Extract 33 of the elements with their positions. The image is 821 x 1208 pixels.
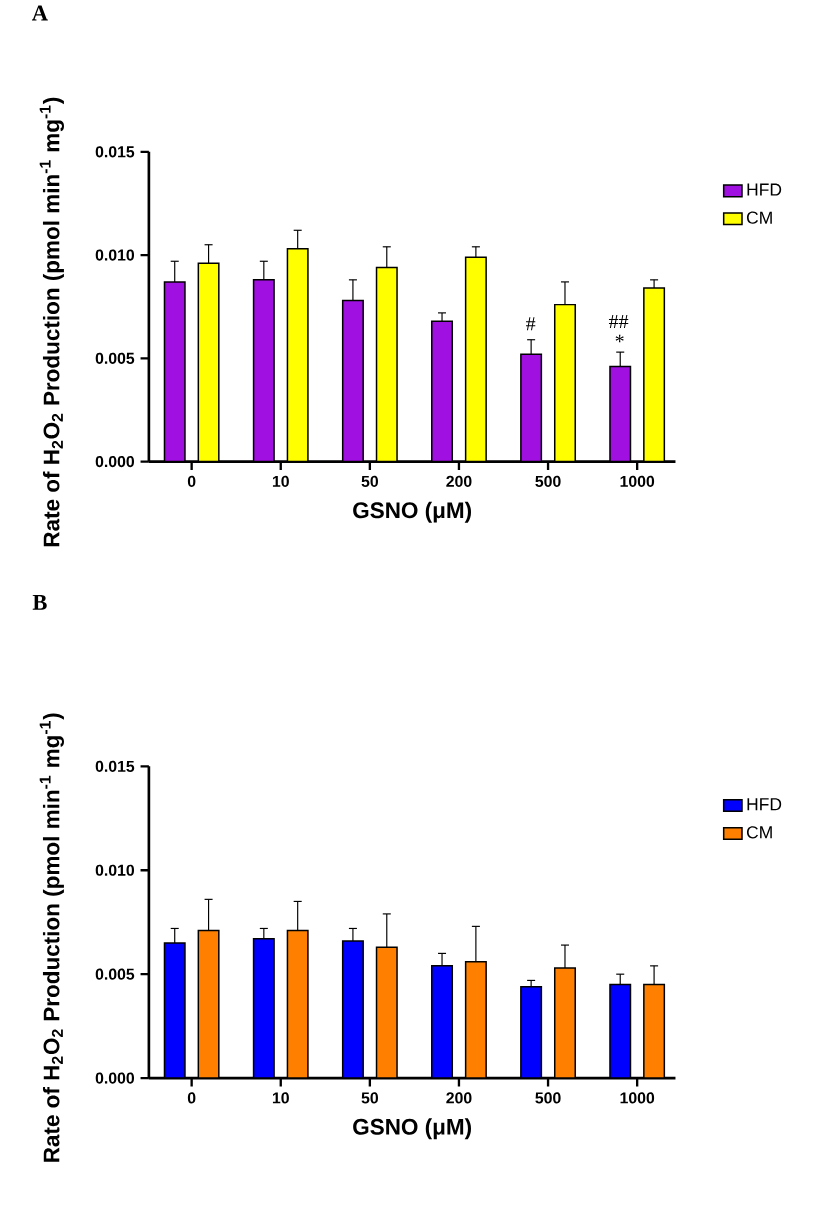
legend-label: CM (746, 211, 772, 224)
y-tick-label: 0.000 (95, 455, 134, 468)
x-tick-label: 1000 (620, 475, 654, 487)
legend-label: HFD (747, 183, 781, 196)
legend-label: CM (746, 826, 772, 839)
y-tick-label: 0.005 (95, 968, 135, 980)
y-tick-label: 0.010 (95, 864, 134, 876)
y-tick-label: 0.000 (95, 1072, 134, 1084)
y-tick-label: 0.015 (95, 760, 135, 772)
legend-label: HFD (747, 798, 781, 811)
x-tick-label: 200 (446, 475, 472, 487)
annotation: # (525, 317, 536, 331)
x-axis-title: GSNO (μM) (352, 1118, 471, 1140)
annotation: ## (608, 315, 629, 329)
x-tick-label: 0 (187, 1092, 196, 1104)
x-axis-title: GSNO (μM) (352, 501, 471, 523)
x-tick-label: 10 (272, 1092, 289, 1104)
text: Rate of H$_{2}$O$_{2}$ Production (pmol min$^{-1}$ mg$^{-1}$) (39, 713, 64, 1162)
annotation: * (615, 334, 624, 343)
x-tick-label: 500 (535, 475, 561, 487)
x-tick-label: 500 (535, 1092, 561, 1104)
x-tick-label: 10 (272, 475, 289, 487)
chart-title: B (32, 594, 47, 610)
chart-title: A (31, 5, 48, 21)
x-tick-label: 50 (361, 1092, 378, 1104)
x-tick-label: 200 (446, 1092, 472, 1104)
x-tick-label: 0 (187, 475, 196, 487)
x-tick-label: 50 (361, 475, 378, 487)
y-tick-label: 0.005 (95, 352, 135, 364)
text: Rate of H$_{2}$O$_{2}$ Production (pmol min$^{-1}$ mg$^{-1}$) (39, 97, 64, 547)
x-tick-label: 1000 (620, 1092, 654, 1104)
y-tick-label: 0.010 (95, 249, 134, 261)
y-tick-label: 0.015 (95, 146, 135, 158)
